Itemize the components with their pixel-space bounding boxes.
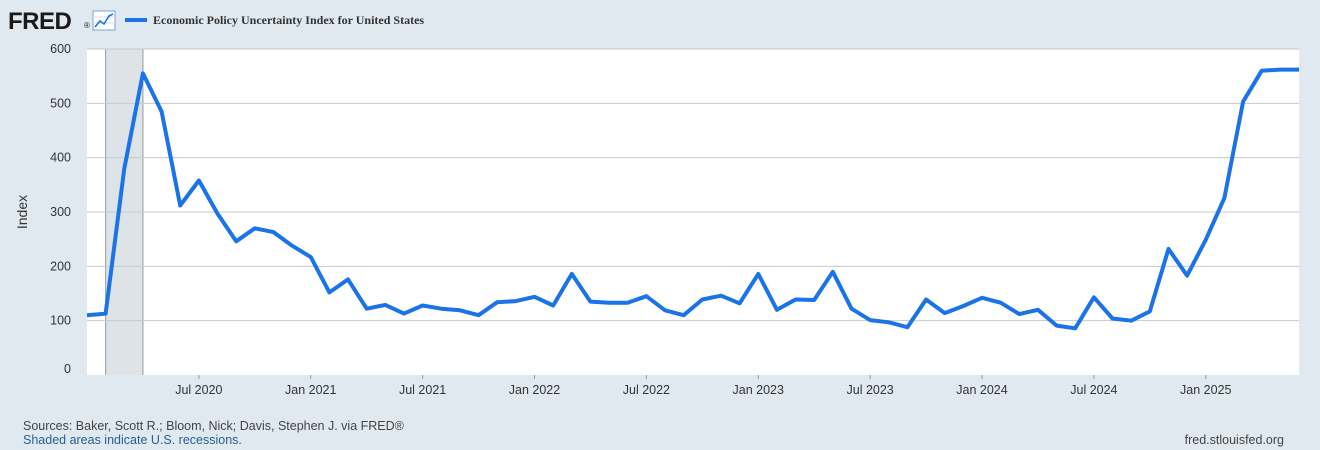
line-chart-icon <box>92 10 116 31</box>
legend: Economic Policy Uncertainty Index for Un… <box>125 13 424 27</box>
x-tick-label: Jul 2022 <box>623 383 670 397</box>
y-axis-ticks: 0 100 200 300 400 500 600 <box>50 42 71 376</box>
y-tick-label: 100 <box>50 314 71 328</box>
x-tick-label: Jan 2025 <box>1180 383 1231 397</box>
series-line <box>86 67 1299 331</box>
sources-text: Sources: Baker, Scott R.; Bloom, Nick; D… <box>23 419 405 433</box>
fred-logo[interactable]: FRED <box>8 8 72 35</box>
y-axis-label: Index <box>14 195 30 229</box>
y-tick-label: 0 <box>64 362 71 376</box>
recessions-note-link[interactable]: Shaded areas indicate U.S. recessions. <box>23 433 242 447</box>
x-tick-label: Jan 2024 <box>956 383 1007 397</box>
x-tick-label: Jan 2023 <box>733 383 784 397</box>
x-tick-label: Jan 2022 <box>509 383 560 397</box>
x-axis-ticks: Jul 2020 Jan 2021 Jul 2021 Jan 2022 Jul 2022… <box>175 375 1232 397</box>
x-tick-label: Jul 2023 <box>847 383 894 397</box>
y-tick-label: 400 <box>50 151 71 165</box>
y-tick-label: 200 <box>50 259 71 273</box>
series-layer <box>86 67 1299 331</box>
gridlines <box>87 48 1299 322</box>
site-link[interactable]: fred.stlouisfed.org <box>1185 433 1284 447</box>
x-tick-label: Jul 2021 <box>399 383 446 397</box>
y-tick-label: 600 <box>50 42 71 56</box>
legend-label: Economic Policy Uncertainty Index for Un… <box>153 13 424 27</box>
x-tick-label: Jul 2024 <box>1070 383 1117 397</box>
registered-mark: ® <box>84 21 90 30</box>
x-tick-label: Jul 2020 <box>175 383 222 397</box>
y-tick-label: 300 <box>50 205 71 219</box>
y-tick-label: 500 <box>50 96 71 110</box>
x-tick-label: Jan 2021 <box>285 383 336 397</box>
